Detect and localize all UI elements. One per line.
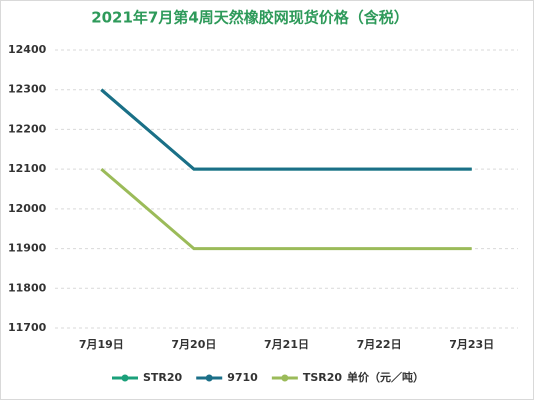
plot bbox=[100, 88, 472, 251]
x-tick-label: 7月20日 bbox=[171, 338, 216, 351]
chart-title: 2021年7月第4周天然橡胶网现货价格（含税） bbox=[91, 9, 409, 27]
legend-marker bbox=[121, 374, 129, 382]
y-tick-label: 12300 bbox=[8, 83, 47, 96]
y-tick-label: 11800 bbox=[8, 281, 47, 294]
y-axis-label: 单价（元／吨） bbox=[347, 370, 424, 384]
y-tick-label: 12400 bbox=[8, 43, 47, 56]
y-tick-label: 12200 bbox=[8, 122, 47, 135]
x-tick-label: 7月21日 bbox=[264, 338, 309, 351]
y-tick-label: 12000 bbox=[8, 202, 47, 215]
legend-marker bbox=[205, 374, 213, 382]
y-tick-label: 12100 bbox=[8, 162, 47, 175]
y-tick-label: 11900 bbox=[8, 242, 47, 255]
x-tick-label: 7月19日 bbox=[79, 338, 124, 351]
series-line bbox=[100, 88, 472, 171]
x-tick-label: 7月22日 bbox=[357, 338, 402, 351]
y-tick-label: 11700 bbox=[8, 321, 47, 334]
legend-label: 9710 bbox=[227, 371, 258, 384]
x-tick-label: 7月23日 bbox=[449, 338, 494, 351]
series-line bbox=[100, 167, 472, 251]
legend-label: TSR20 bbox=[303, 371, 343, 384]
legend-marker bbox=[281, 374, 289, 382]
legend-label: STR20 bbox=[143, 371, 183, 384]
